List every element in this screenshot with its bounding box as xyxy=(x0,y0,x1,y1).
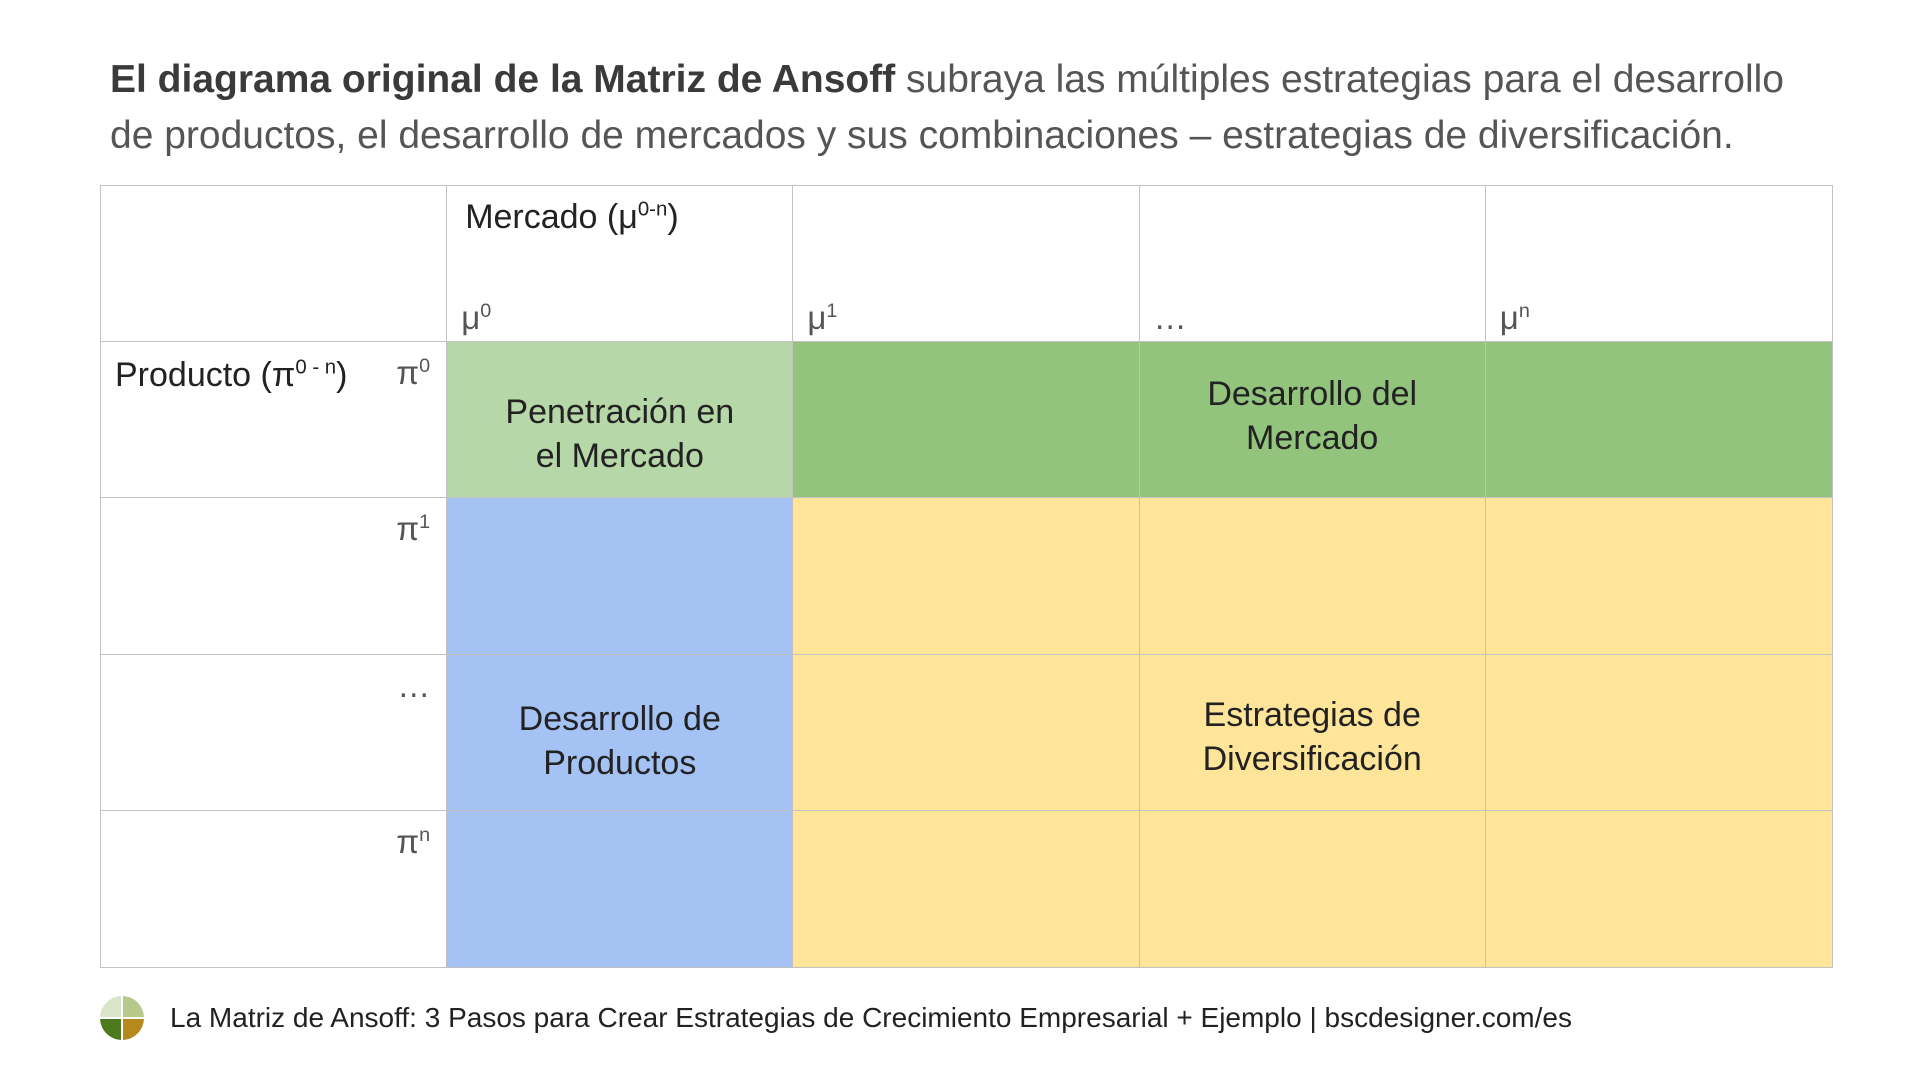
diversification-cell xyxy=(793,654,1140,811)
col-label-mu-1: μ1 xyxy=(807,299,838,337)
market-development-label: Desarrollo del Mercado xyxy=(1207,375,1418,458)
headline-rest: subraya las múltiples estrategias para e… xyxy=(110,58,1784,157)
footer-caption: La Matriz de Ansoff: 3 Pasos para Crear … xyxy=(170,1002,1572,1033)
diversification-cell xyxy=(793,498,1140,655)
col-label-ellipsis: … xyxy=(1153,299,1187,337)
row-label-pi-0: π0 xyxy=(396,354,431,392)
row-label-ellipsis: … xyxy=(397,666,431,704)
row-label-pi-1: π1 xyxy=(396,510,431,548)
market-axis-title: Mercado (μ0-n) xyxy=(465,198,679,236)
col-head-cell-1: μ1 xyxy=(793,186,1140,343)
logo-quadrant xyxy=(100,996,121,1017)
market-development-cell-3 xyxy=(1485,342,1832,499)
corner-cell xyxy=(101,186,448,343)
col-label-mu-n: μn xyxy=(1499,299,1530,337)
footer: La Matriz de Ansoff: 3 Pasos para Crear … xyxy=(100,995,1572,1041)
headline: El diagrama original de la Matriz de Ans… xyxy=(110,52,1830,164)
diversification-cell xyxy=(793,810,1140,967)
ansoff-matrix: Mercado (μ0-n) μ0 μ1 … μn Producto (π0 -… xyxy=(100,185,1833,968)
logo-quadrant xyxy=(123,996,144,1017)
product-development-cell-1 xyxy=(447,498,794,655)
logo-quadrant xyxy=(123,1019,144,1040)
diversification-cell: Estrategias de Diversificación xyxy=(1139,654,1486,811)
market-development-cell-2: Desarrollo del Mercado xyxy=(1139,342,1486,499)
market-development-cell-1 xyxy=(793,342,1140,499)
col-head-cell-0: Mercado (μ0-n) μ0 xyxy=(447,186,794,343)
bsc-designer-logo-icon xyxy=(100,996,144,1040)
diversification-cell xyxy=(1485,654,1832,811)
diversification-cell xyxy=(1485,810,1832,967)
diversification-cell xyxy=(1139,498,1486,655)
product-development-label: Desarrollo de Productos xyxy=(518,699,721,782)
col-label-mu-0: μ0 xyxy=(461,299,492,337)
row-head-cell-0: Producto (π0 - n) π0 xyxy=(101,342,448,499)
row-head-cell-1: π1 xyxy=(101,498,448,655)
market-penetration-label: Penetración en el Mercado xyxy=(505,393,735,476)
market-penetration-cell: Penetración en el Mercado xyxy=(447,342,794,499)
logo-quadrant xyxy=(100,1019,121,1040)
product-development-cell-2: Desarrollo de Productos xyxy=(447,654,794,811)
headline-bold: El diagrama original de la Matriz de Ans… xyxy=(110,58,896,101)
row-label-pi-n: πn xyxy=(396,822,431,860)
product-development-cell-3 xyxy=(447,810,794,967)
row-head-cell-2: … xyxy=(101,654,448,811)
row-head-cell-3: πn xyxy=(101,810,448,967)
diversification-label: Estrategias de Diversificación xyxy=(1202,695,1422,778)
diversification-cell xyxy=(1485,498,1832,655)
col-head-cell-3: μn xyxy=(1485,186,1832,343)
diversification-cell xyxy=(1139,810,1486,967)
col-head-cell-2: … xyxy=(1139,186,1486,343)
product-axis-title: Producto (π0 - n) xyxy=(115,356,348,395)
